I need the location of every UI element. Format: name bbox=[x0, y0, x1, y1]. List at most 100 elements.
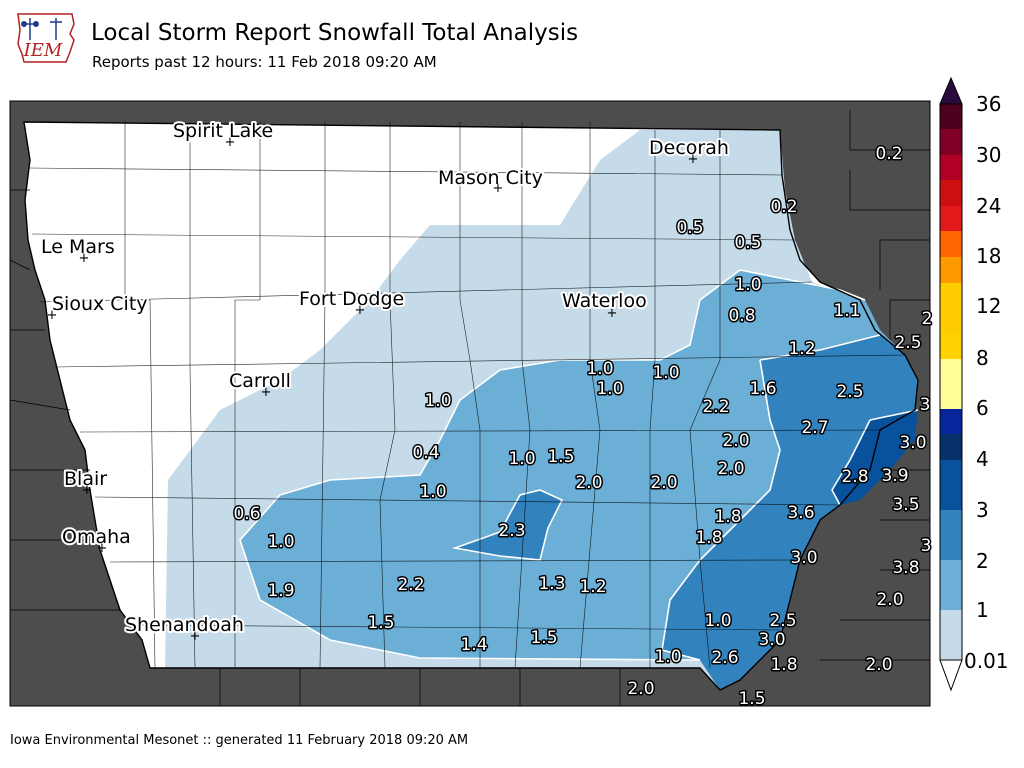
colorbar-tick-label: 36 bbox=[976, 92, 1001, 116]
colorbar-segment-6-8 bbox=[940, 231, 962, 257]
report-value: 1.9 bbox=[267, 581, 294, 601]
colorbar-segment-4-6 bbox=[940, 257, 962, 283]
report-value: 1.0 bbox=[508, 449, 535, 469]
city-label: Sioux City bbox=[52, 293, 148, 315]
report-value: 3.9 bbox=[881, 466, 908, 486]
city-label: Blair bbox=[64, 468, 107, 490]
city-marker: + bbox=[97, 541, 108, 556]
report-value: 3.0 bbox=[790, 548, 817, 568]
report-value: 1.8 bbox=[714, 507, 741, 527]
report-value: 0.6 bbox=[233, 504, 260, 524]
colorbar-tick-label: 24 bbox=[976, 194, 1001, 218]
report-value: 1.0 bbox=[654, 647, 681, 667]
county-lines bbox=[29, 122, 906, 669]
report-value: 3.8 bbox=[892, 558, 919, 578]
report-value: 2.8 bbox=[841, 467, 868, 487]
contour-band-3 bbox=[832, 410, 918, 505]
report-value: 0.5 bbox=[734, 233, 761, 253]
colorbar-bottom-cap bbox=[939, 659, 963, 692]
report-value: 2.7 bbox=[801, 418, 828, 438]
snowfall-reports: 0.2 0.2 0.5 0.5 1.0 0.8 1.1 2 2.5 1.2 1.… bbox=[232, 143, 934, 711]
report-value: 0.2 bbox=[875, 144, 902, 164]
colorbar-tick-label: 8 bbox=[976, 346, 989, 370]
report-value: 2 bbox=[922, 309, 933, 329]
colorbar-tick-label: 4 bbox=[976, 447, 989, 471]
report-value: 1.0 bbox=[267, 532, 294, 552]
colorbar-tick-label: 2 bbox=[976, 549, 989, 573]
city-marker: + bbox=[225, 135, 236, 150]
report-value: 1.0 bbox=[704, 611, 731, 631]
colorbar-segment-24-30 bbox=[940, 129, 962, 155]
report-value: 1.2 bbox=[788, 339, 815, 359]
contour-band-2 bbox=[662, 335, 918, 690]
report-value: 2.5 bbox=[769, 611, 796, 631]
report-value: 1.8 bbox=[695, 528, 722, 548]
report-value: 1.0 bbox=[424, 391, 451, 411]
report-value: 2.2 bbox=[397, 575, 424, 595]
logo-text: IEM bbox=[23, 40, 63, 61]
report-value: 2.5 bbox=[836, 382, 863, 402]
colorbar-segment-8-12 bbox=[940, 206, 962, 231]
report-value: 1.0 bbox=[586, 359, 613, 379]
colorbar-top-cap bbox=[939, 76, 963, 105]
colorbar-segment-c bbox=[940, 409, 962, 434]
city-marker: + bbox=[79, 251, 90, 266]
city-marker: + bbox=[82, 483, 93, 498]
report-value: 1.0 bbox=[419, 482, 446, 502]
iowa-border bbox=[23, 121, 919, 691]
report-value: 2.0 bbox=[876, 590, 903, 610]
colorbar-tick-label: 18 bbox=[976, 244, 1001, 268]
city-label: Omaha bbox=[62, 526, 131, 548]
report-value: 1.8 bbox=[770, 655, 797, 675]
report-value: 1.0 bbox=[652, 363, 679, 383]
colorbar-segment-12-18 bbox=[940, 180, 962, 206]
city-marker: + bbox=[355, 303, 366, 318]
iowa-outline-icon bbox=[17, 13, 75, 63]
colorbar-segment-3-4 bbox=[940, 283, 962, 308]
report-value: 2.3 bbox=[498, 521, 525, 541]
colorbar-segment-d bbox=[940, 434, 962, 460]
city-marker: + bbox=[47, 308, 58, 323]
report-value: 0.2 bbox=[770, 197, 797, 217]
report-value: 1.6 bbox=[749, 379, 776, 399]
report-value: 3.6 bbox=[787, 503, 814, 523]
contour-band-2-island bbox=[455, 490, 562, 560]
report-value: 1.2 bbox=[579, 577, 606, 597]
colorbar-tick-label: 6 bbox=[976, 396, 989, 420]
neighbor-county-lines bbox=[9, 110, 930, 706]
colorbar-segment-a bbox=[940, 334, 962, 359]
city-label: Mason City bbox=[438, 167, 543, 189]
colorbar-segment-30-36 bbox=[940, 104, 962, 129]
report-value: 3 bbox=[920, 395, 931, 415]
report-value: 1.0 bbox=[734, 275, 761, 295]
report-value: 0.8 bbox=[728, 306, 755, 326]
report-value: 3.5 bbox=[892, 495, 919, 515]
city-labels: Spirit Lake + Decorah + Mason City + Le … bbox=[39, 118, 731, 644]
report-value: 1.5 bbox=[530, 628, 557, 648]
city-marker: + bbox=[688, 152, 699, 167]
footer-credit: Iowa Environmental Mesonet :: generated … bbox=[10, 733, 469, 748]
colorbar-segment-18-24 bbox=[940, 155, 962, 180]
city-label: Shenandoah bbox=[125, 614, 244, 636]
report-value: 1.3 bbox=[538, 574, 565, 594]
colorbar-tick-label: 0.01 bbox=[964, 649, 1009, 673]
city-label: Le Mars bbox=[41, 236, 115, 258]
colorbar-segment-g bbox=[940, 560, 962, 610]
city-marker: + bbox=[261, 385, 272, 400]
report-value: 2.0 bbox=[717, 459, 744, 479]
city-marker: + bbox=[607, 306, 618, 321]
report-value: 0.4 bbox=[412, 443, 439, 463]
report-value: 1.1 bbox=[833, 301, 860, 321]
iem-logo: IEM bbox=[17, 13, 75, 63]
report-value: 3.0 bbox=[758, 630, 785, 650]
city-label: Decorah bbox=[649, 137, 729, 159]
city-label: Carroll bbox=[229, 370, 291, 392]
colorbar-tick-label: 12 bbox=[976, 294, 1001, 318]
city-label: Fort Dodge bbox=[299, 288, 404, 310]
report-value: 2.6 bbox=[711, 648, 738, 668]
report-value: 1.4 bbox=[460, 635, 487, 655]
colorbar: 36 30 24 18 12 8 6 4 3 2 1 0.01 bbox=[939, 76, 1009, 692]
colorbar-segment-e bbox=[940, 460, 962, 510]
report-value: 2.0 bbox=[575, 473, 602, 493]
